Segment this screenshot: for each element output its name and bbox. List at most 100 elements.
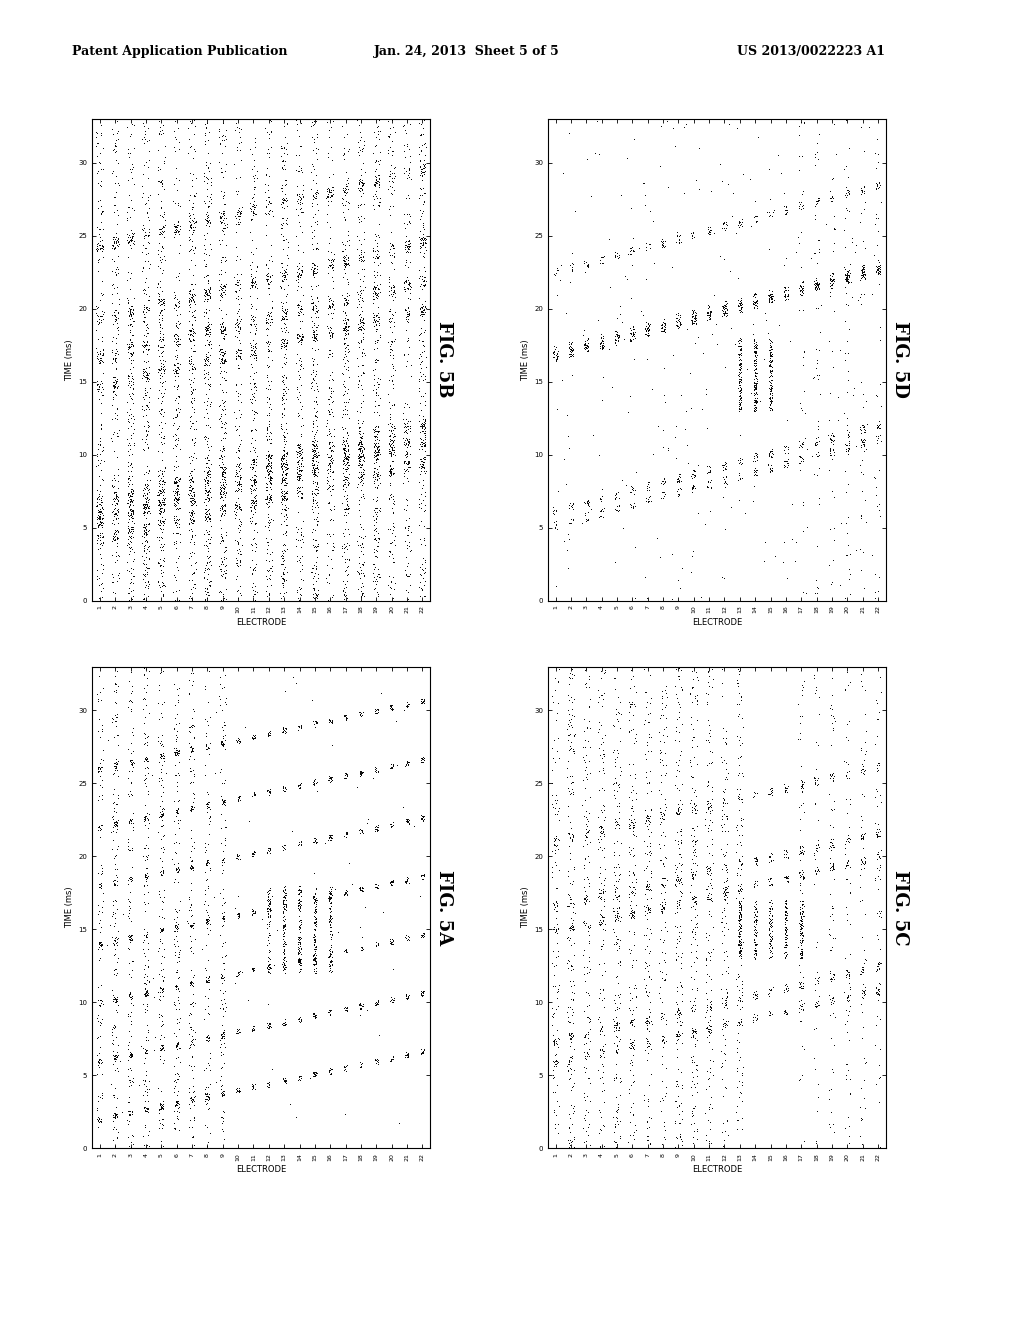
Point bbox=[610, 774, 627, 795]
Point bbox=[763, 873, 779, 894]
Point bbox=[94, 330, 111, 351]
Point bbox=[120, 314, 136, 335]
Point bbox=[715, 467, 731, 488]
Point bbox=[717, 876, 733, 898]
Point bbox=[822, 285, 839, 306]
Point bbox=[276, 895, 293, 916]
Point bbox=[200, 169, 216, 190]
Point bbox=[672, 838, 688, 859]
Point bbox=[153, 977, 169, 998]
Point bbox=[324, 586, 340, 607]
Point bbox=[105, 187, 122, 209]
Point bbox=[810, 238, 826, 259]
Point bbox=[673, 880, 689, 902]
Point bbox=[867, 733, 884, 754]
Point bbox=[213, 759, 229, 780]
Point bbox=[106, 1077, 123, 1098]
Point bbox=[731, 979, 748, 1001]
Point bbox=[824, 854, 841, 875]
Point bbox=[215, 312, 231, 333]
Point bbox=[136, 837, 153, 858]
Point bbox=[368, 700, 384, 721]
Point bbox=[125, 298, 141, 319]
Point bbox=[857, 438, 873, 459]
Point bbox=[825, 869, 842, 890]
Point bbox=[325, 440, 341, 461]
Point bbox=[182, 587, 199, 609]
Point bbox=[170, 477, 186, 498]
Point bbox=[183, 1031, 200, 1052]
Point bbox=[731, 346, 748, 367]
Point bbox=[125, 503, 141, 524]
Point bbox=[321, 946, 337, 968]
Point bbox=[657, 313, 674, 334]
Point bbox=[593, 323, 609, 345]
Point bbox=[120, 483, 136, 504]
Point bbox=[744, 290, 761, 312]
Point bbox=[212, 833, 228, 854]
Point bbox=[122, 279, 138, 300]
Point bbox=[137, 517, 154, 539]
Point bbox=[276, 919, 293, 940]
Point bbox=[231, 317, 248, 338]
Point bbox=[228, 201, 245, 222]
Point bbox=[380, 143, 396, 164]
Point bbox=[293, 1010, 309, 1031]
Point bbox=[763, 458, 779, 479]
Point bbox=[609, 248, 626, 269]
Point bbox=[776, 896, 793, 917]
Point bbox=[349, 297, 366, 318]
Point bbox=[821, 1088, 838, 1109]
Point bbox=[595, 1036, 611, 1057]
Point bbox=[551, 859, 567, 880]
Point bbox=[595, 337, 611, 358]
Point bbox=[263, 446, 280, 467]
Point bbox=[762, 932, 778, 953]
Point bbox=[656, 969, 673, 990]
Point bbox=[120, 338, 136, 359]
Point bbox=[157, 458, 173, 479]
Point bbox=[871, 974, 888, 995]
Point bbox=[593, 500, 609, 521]
Point bbox=[763, 335, 779, 356]
Point bbox=[246, 841, 262, 862]
Point bbox=[580, 337, 596, 358]
Point bbox=[229, 474, 246, 495]
Point bbox=[870, 985, 887, 1006]
Point bbox=[564, 829, 581, 850]
Point bbox=[748, 348, 764, 370]
Point bbox=[324, 326, 340, 347]
Point bbox=[275, 197, 292, 218]
Point bbox=[749, 391, 765, 412]
Point bbox=[688, 690, 705, 711]
Point bbox=[794, 1035, 810, 1056]
Point bbox=[807, 682, 823, 704]
Point bbox=[293, 882, 309, 903]
Point bbox=[795, 867, 811, 888]
Point bbox=[136, 807, 153, 828]
Point bbox=[275, 116, 292, 137]
Point bbox=[701, 305, 718, 326]
Point bbox=[548, 1049, 564, 1071]
Point bbox=[275, 942, 292, 964]
Point bbox=[306, 946, 323, 968]
Point bbox=[546, 828, 562, 849]
Point bbox=[608, 704, 625, 725]
Point bbox=[228, 504, 245, 525]
Point bbox=[684, 978, 700, 999]
Point bbox=[136, 296, 153, 317]
Point bbox=[625, 315, 641, 337]
Point bbox=[306, 203, 323, 224]
Point bbox=[352, 317, 369, 338]
Point bbox=[762, 395, 778, 416]
Point bbox=[398, 987, 415, 1008]
Point bbox=[92, 352, 109, 374]
Point bbox=[384, 438, 400, 459]
Point bbox=[354, 440, 371, 461]
Point bbox=[168, 512, 184, 533]
Point bbox=[89, 1007, 105, 1028]
Point bbox=[733, 342, 750, 363]
Point bbox=[593, 873, 609, 894]
Point bbox=[626, 1064, 642, 1085]
Point bbox=[121, 412, 137, 433]
